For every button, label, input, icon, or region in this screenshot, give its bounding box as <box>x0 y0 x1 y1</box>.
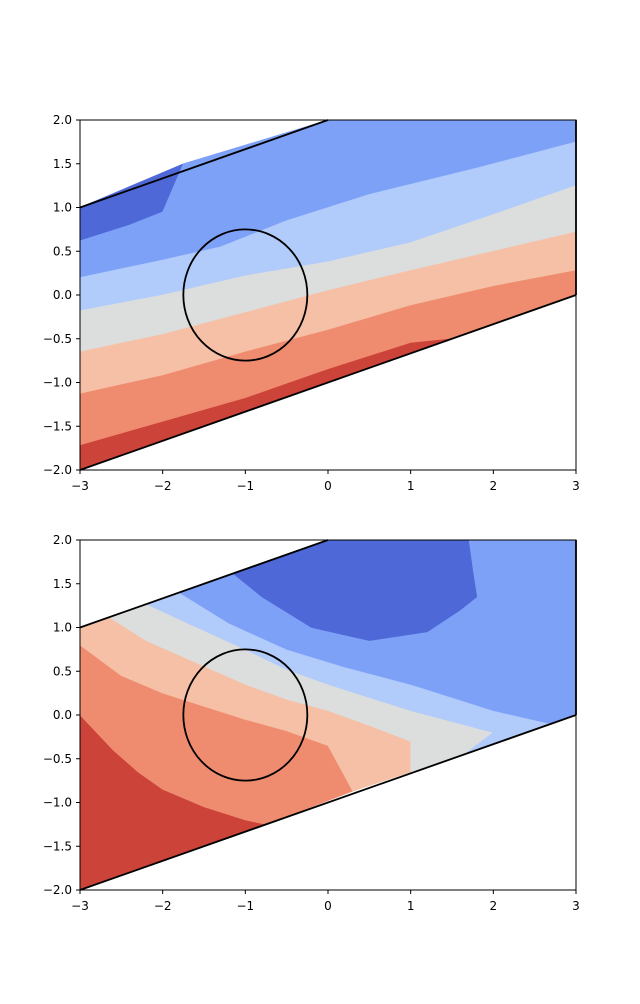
y-tick-label: 1.0 <box>53 621 72 635</box>
x-tick-label: −2 <box>154 479 172 493</box>
y-tick-label: −1.5 <box>43 839 72 853</box>
contour-bands <box>80 540 576 890</box>
boundary-lower-line <box>79 714 577 891</box>
y-tick-label: −1.0 <box>43 376 72 390</box>
axes-bottom: −3 −2 −1 0 1 2 3 2.0 1.5 1.0 0.5 0.0 −0.5 −1.0 −1.5 −2.… <box>43 533 580 913</box>
y-tick-label: 0.0 <box>53 708 72 722</box>
x-tick-label: −1 <box>236 479 254 493</box>
y-tick-label: −0.5 <box>43 752 72 766</box>
x-tick-label: 3 <box>572 479 580 493</box>
x-tick-label: 0 <box>324 899 332 913</box>
x-tick-label: 0 <box>324 479 332 493</box>
y-tick-label: 2.0 <box>53 533 72 547</box>
y-tick-label: 1.5 <box>53 157 72 171</box>
y-tick-label: −2.0 <box>43 883 72 897</box>
circle-contour <box>182 648 309 782</box>
contour-band-0 <box>232 540 478 641</box>
y-tick-label: −1.5 <box>43 419 72 433</box>
boundary-lower-line <box>79 294 577 471</box>
circle-contour <box>182 228 309 362</box>
y-tick-label: −0.5 <box>43 332 72 346</box>
x-tick-label: 3 <box>572 899 580 913</box>
y-tick-label: 0.5 <box>53 664 72 678</box>
x-tick-label: 1 <box>407 479 415 493</box>
x-tick-label: 1 <box>407 899 415 913</box>
axes-top: −3 −2 −1 0 1 2 3 2.0 1.5 1.0 0.5 0.0 −0.5 −1.0 −1.5 −2.… <box>43 113 580 493</box>
y-tick-label: −2.0 <box>43 463 72 477</box>
x-tick-label: −1 <box>236 899 254 913</box>
x-tick-label: −2 <box>154 899 172 913</box>
y-tick-label: 1.0 <box>53 201 72 215</box>
x-tick-label: 2 <box>490 899 498 913</box>
y-tick-label: 0.5 <box>53 244 72 258</box>
x-tick-label: −3 <box>71 899 89 913</box>
x-tick-label: −3 <box>71 479 89 493</box>
boundary-upper-line <box>79 119 329 209</box>
y-tick-label: 1.5 <box>53 577 72 591</box>
y-tick-label: 2.0 <box>53 113 72 127</box>
y-tick-label: −1.0 <box>43 796 72 810</box>
contour-bands <box>80 120 576 470</box>
y-tick-label: 0.0 <box>53 288 72 302</box>
x-tick-label: 2 <box>490 479 498 493</box>
boundary-upper-line <box>79 539 329 629</box>
